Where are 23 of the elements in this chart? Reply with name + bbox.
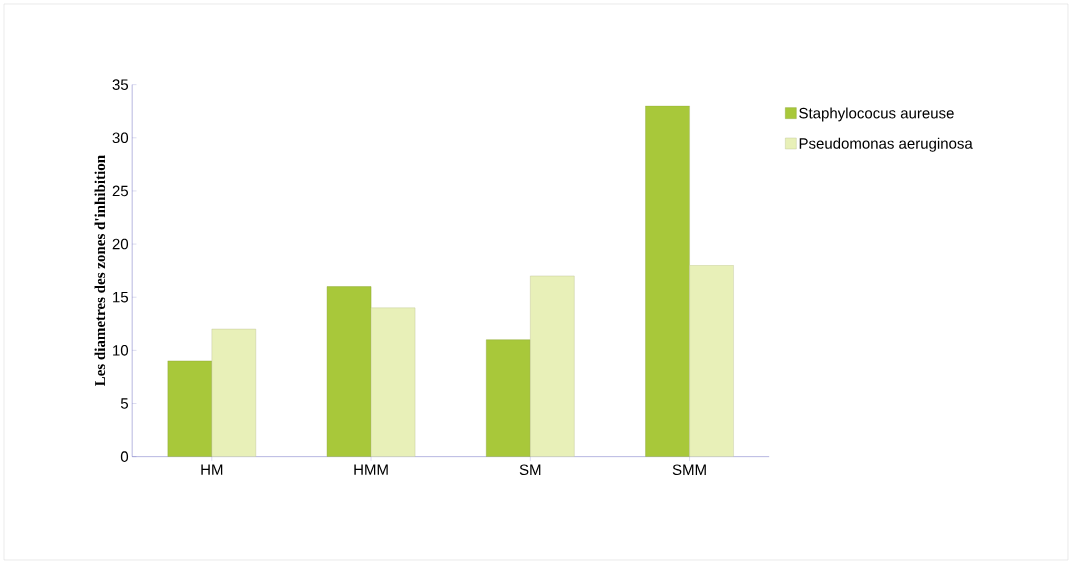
x-tick-label: HMM (354, 464, 388, 475)
y-tick-label: 5 (120, 398, 129, 409)
y-tick-label: 0 (120, 451, 129, 462)
x-tick-label: SM (519, 464, 541, 476)
bar (689, 265, 734, 457)
bar (530, 275, 575, 457)
y-tick-label: 15 (113, 291, 129, 303)
y-tick-label: 20 (112, 238, 129, 250)
bar (167, 360, 213, 457)
x-tick-label: HM (201, 464, 223, 475)
legend-label: Staphylococus aureuse (799, 107, 954, 122)
bar (370, 307, 416, 457)
y-tick-label: 30 (112, 132, 129, 144)
bar (645, 105, 690, 457)
x-tick-label: SMM (672, 464, 706, 476)
bar (211, 328, 257, 457)
bar (326, 286, 372, 457)
y-tick-label: 35 (112, 79, 129, 90)
legend-label: Pseudomonas aeruginosa (799, 137, 973, 152)
y-axis-title: Les diametres des zones d'inhibition (94, 155, 106, 387)
bar (486, 339, 531, 457)
y-tick-label: 25 (112, 185, 129, 197)
y-tick-label: 10 (113, 345, 129, 356)
